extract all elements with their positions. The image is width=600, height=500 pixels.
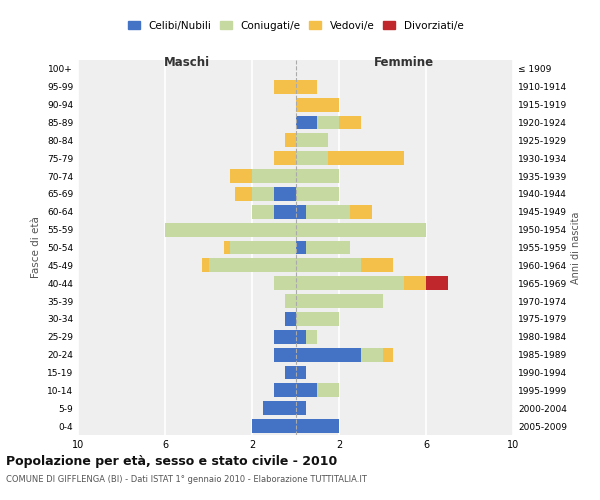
Bar — [252, 169, 296, 183]
Bar — [274, 187, 296, 201]
Bar — [296, 366, 307, 380]
Bar — [274, 151, 296, 165]
Bar — [296, 240, 307, 254]
Legend: Celibi/Nubili, Coniugati/e, Vedovi/e, Divorziati/e: Celibi/Nubili, Coniugati/e, Vedovi/e, Di… — [124, 16, 467, 35]
Bar — [274, 80, 296, 94]
Bar — [284, 134, 296, 147]
Bar — [361, 258, 394, 272]
Text: Femmine: Femmine — [374, 56, 434, 70]
Bar — [274, 384, 296, 398]
Bar — [284, 294, 296, 308]
Bar — [296, 151, 328, 165]
Bar — [339, 116, 361, 130]
Bar — [274, 348, 296, 362]
Bar — [230, 169, 252, 183]
Bar — [252, 205, 274, 219]
Bar — [296, 116, 317, 130]
Bar — [252, 187, 274, 201]
Bar — [263, 401, 296, 415]
Bar — [202, 258, 209, 272]
Y-axis label: Anni di nascita: Anni di nascita — [571, 212, 581, 284]
Bar — [426, 276, 448, 290]
Bar — [296, 294, 383, 308]
Bar — [296, 348, 361, 362]
Bar — [404, 276, 426, 290]
Bar — [209, 258, 296, 272]
Bar — [383, 348, 394, 362]
Bar — [296, 205, 307, 219]
Bar — [296, 401, 307, 415]
Bar — [165, 222, 296, 236]
Bar — [296, 419, 339, 433]
Bar — [350, 205, 371, 219]
Text: COMUNE DI GIFFLENGA (BI) - Dati ISTAT 1° gennaio 2010 - Elaborazione TUTTITALIA.: COMUNE DI GIFFLENGA (BI) - Dati ISTAT 1°… — [6, 475, 367, 484]
Bar — [274, 276, 296, 290]
Bar — [296, 80, 317, 94]
Bar — [284, 312, 296, 326]
Bar — [296, 330, 307, 344]
Bar — [361, 348, 383, 362]
Bar — [296, 312, 339, 326]
Bar — [317, 116, 339, 130]
Bar — [224, 240, 230, 254]
Bar — [307, 205, 350, 219]
Bar — [307, 240, 350, 254]
Bar — [296, 98, 339, 112]
Text: Popolazione per età, sesso e stato civile - 2010: Popolazione per età, sesso e stato civil… — [6, 455, 337, 468]
Bar — [296, 134, 328, 147]
Bar — [296, 169, 339, 183]
Bar — [252, 419, 296, 433]
Text: Maschi: Maschi — [164, 56, 210, 70]
Bar — [307, 330, 317, 344]
Bar — [317, 384, 339, 398]
Bar — [296, 187, 339, 201]
Bar — [296, 276, 404, 290]
Bar — [284, 366, 296, 380]
Bar — [274, 330, 296, 344]
Bar — [328, 151, 404, 165]
Bar — [235, 187, 252, 201]
Bar — [296, 222, 426, 236]
Bar — [230, 240, 296, 254]
Bar — [296, 384, 317, 398]
Y-axis label: Fasce di età: Fasce di età — [31, 216, 41, 278]
Bar — [296, 258, 361, 272]
Bar — [274, 205, 296, 219]
